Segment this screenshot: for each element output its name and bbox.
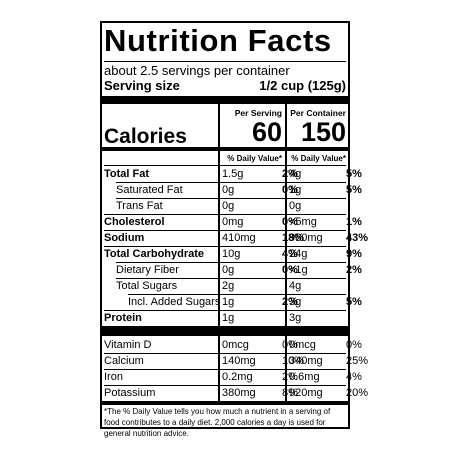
daily-value: 20% <box>346 387 369 399</box>
thick-bar <box>102 96 348 104</box>
daily-value: 2% <box>282 371 298 383</box>
nutrition-label <box>100 21 350 429</box>
serving-size-value: 1/2 cup (125g) <box>259 78 346 93</box>
medium-bar <box>102 147 348 151</box>
amount: 1g <box>222 296 235 308</box>
row-divider <box>116 278 346 279</box>
nutrient-name: Total Sugars <box>116 280 178 292</box>
amount: 0g <box>222 200 235 212</box>
row-divider <box>104 369 346 370</box>
amount: 920mg <box>289 387 323 399</box>
column-divider <box>218 104 220 401</box>
daily-value: 0% <box>282 184 298 196</box>
amount: 0.2mg <box>222 371 253 383</box>
nutrient-name: Total Carbohydrate <box>104 248 205 260</box>
row-divider <box>104 230 346 231</box>
amount: <5mg <box>289 216 317 228</box>
amount: 1g <box>289 184 302 196</box>
amount: <1g <box>289 264 308 276</box>
calories-label: Calories <box>104 125 187 148</box>
row-divider <box>104 385 346 386</box>
nutrient-name: Total Fat <box>104 168 150 180</box>
column-header: Per Container <box>290 108 346 118</box>
amount: 2g <box>222 280 235 292</box>
row-divider <box>104 214 346 215</box>
column-divider <box>285 104 287 401</box>
divider <box>104 165 346 166</box>
daily-value: 2% <box>282 168 298 180</box>
amount: 0.6mg <box>289 371 320 383</box>
daily-value: 5% <box>346 168 362 180</box>
amount: 0mcg <box>289 339 316 351</box>
daily-value: 9% <box>346 248 362 260</box>
daily-value: 2% <box>282 296 298 308</box>
amount: 0g <box>289 200 302 212</box>
daily-value: 5% <box>346 296 362 308</box>
title: Nutrition Facts <box>104 23 332 58</box>
daily-value: 2% <box>346 264 362 276</box>
daily-value: 10% <box>282 355 305 367</box>
amount: 980mg <box>289 232 323 244</box>
nutrient-name: Dietary Fiber <box>116 264 179 276</box>
nutrient-name: Protein <box>104 312 142 324</box>
nutrient-name: Incl. Added Sugars <box>128 296 221 308</box>
daily-value: 1% <box>346 216 362 228</box>
daily-value: 43% <box>346 232 369 244</box>
nutrient-name: Trans Fat <box>116 200 163 212</box>
amount: 340mg <box>289 355 323 367</box>
daily-value: 25% <box>346 355 369 367</box>
amount: 10g <box>222 248 241 260</box>
serving-size-label: Serving size <box>104 78 180 93</box>
amount: 0mcg <box>222 339 249 351</box>
column-header: Per Serving <box>234 108 282 118</box>
row-divider <box>116 182 346 183</box>
row-divider <box>116 198 346 199</box>
daily-value: 4% <box>282 248 298 260</box>
thick-bar <box>102 326 348 336</box>
amount: 24g <box>289 248 308 260</box>
servings-per-container: about 2.5 servings per container <box>104 63 290 78</box>
daily-value: 0% <box>282 216 298 228</box>
nutrient-name: Iron <box>104 371 123 383</box>
nutrient-name: Potassium <box>104 387 156 399</box>
daily-value-header: % Daily Value* <box>291 154 346 163</box>
calories-value: 60 <box>251 117 282 147</box>
row-divider <box>104 310 346 311</box>
amount: 3g <box>289 312 302 324</box>
medium-bar <box>102 401 348 405</box>
row-divider <box>104 353 346 354</box>
daily-value: 0% <box>282 264 298 276</box>
row-divider <box>128 294 346 295</box>
footnote: *The % Daily Value tells you how much a … <box>104 407 331 438</box>
amount: 0g <box>222 264 235 276</box>
nutrient-name: Saturated Fat <box>116 184 183 196</box>
row-divider <box>116 262 346 263</box>
daily-value: 8% <box>282 387 298 399</box>
nutrient-name: Cholesterol <box>104 216 165 228</box>
amount: 1.5g <box>222 168 244 180</box>
daily-value: 18% <box>282 232 305 244</box>
daily-value: 4% <box>346 371 362 383</box>
amount: 140mg <box>222 355 256 367</box>
nutrient-name: Vitamin D <box>104 339 152 351</box>
row-divider <box>104 246 346 247</box>
daily-value: 5% <box>346 184 362 196</box>
nutrient-name: Calcium <box>104 355 144 367</box>
daily-value: 0% <box>282 339 298 351</box>
amount: 0mg <box>222 216 244 228</box>
amount: 1g <box>222 312 235 324</box>
amount: 380mg <box>222 387 256 399</box>
divider <box>104 61 346 62</box>
amount: 4g <box>289 168 302 180</box>
amount: 3g <box>289 296 302 308</box>
daily-value-header: % Daily Value* <box>227 154 282 163</box>
amount: 410mg <box>222 232 256 244</box>
daily-value: 0% <box>346 339 362 351</box>
amount: 0g <box>222 184 235 196</box>
nutrient-name: Sodium <box>104 232 145 244</box>
amount: 4g <box>289 280 302 292</box>
calories-value: 150 <box>300 117 346 147</box>
